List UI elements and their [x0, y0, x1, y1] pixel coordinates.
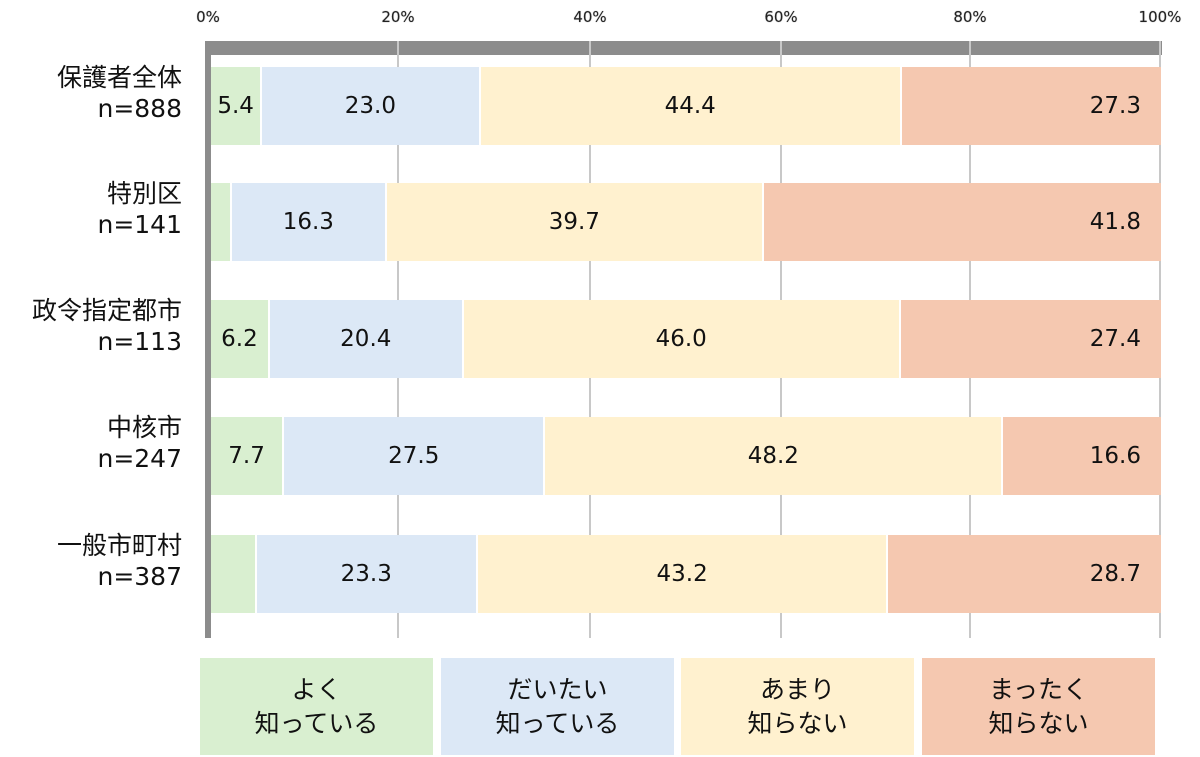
bar-segment: 39.7	[386, 183, 764, 261]
stacked-bar: 7.7 27.5 48.2 16.6	[211, 417, 1161, 495]
bar-segment: 28.7	[888, 535, 1161, 613]
legend-label-line1: あまり	[759, 674, 835, 704]
bar-segment: 43.2	[477, 535, 889, 613]
bar-segment: 16.6	[1003, 417, 1161, 495]
row-category: 一般市町村	[56, 531, 182, 560]
row-sample-size: n=387	[97, 562, 182, 591]
legend-label-line2: 知らない	[747, 708, 848, 738]
bar-segment: 16.3	[231, 183, 387, 261]
bar-segment: 7.7	[211, 417, 285, 495]
top-axis-line	[205, 41, 1162, 55]
legend-label-line1: まったく	[988, 674, 1088, 704]
bar-segment: 27.5	[284, 417, 546, 495]
legend-label-line2: 知らない	[988, 708, 1089, 738]
bar-segment	[211, 535, 257, 613]
x-tick-label: 60%	[764, 8, 798, 26]
x-tick-label: 80%	[953, 8, 987, 26]
row-category: 中核市	[106, 413, 182, 442]
row-sample-size: n=888	[97, 94, 182, 123]
legend-item: だいたい 知っている	[441, 658, 674, 755]
bar-segment: 23.3	[256, 535, 478, 613]
bar-segment: 23.0	[262, 67, 481, 145]
row-label: 一般市町村 n=387	[57, 530, 182, 592]
bar-segment: 48.2	[545, 417, 1004, 495]
legend-item: よく 知っている	[200, 658, 433, 755]
legend-item: あまり 知らない	[681, 658, 914, 755]
legend-label-line2: 知っている	[495, 708, 620, 738]
row-category: 政令指定都市	[31, 296, 182, 325]
bar-segment: 5.4	[211, 67, 263, 145]
row-sample-size: n=141	[97, 210, 182, 239]
bar-segment: 27.4	[900, 300, 1161, 378]
left-axis-line	[205, 41, 211, 638]
row-label: 特別区 n=141	[97, 178, 182, 240]
row-sample-size: n=113	[97, 327, 182, 356]
bar-segment: 41.8	[763, 183, 1161, 261]
legend-label-line2: 知っている	[254, 708, 379, 738]
legend-item: まったく 知らない	[922, 658, 1155, 755]
bar-segment: 46.0	[463, 300, 901, 378]
row-label: 中核市 n=247	[97, 412, 182, 474]
bar-segment: 6.2	[211, 300, 270, 378]
row-category: 保護者全体	[56, 63, 182, 92]
row-category: 特別区	[106, 179, 182, 208]
row-sample-size: n=247	[97, 444, 182, 473]
x-tick-label: 100%	[1138, 8, 1182, 26]
bar-segment: 27.3	[901, 67, 1161, 145]
x-tick-label: 0%	[196, 8, 220, 26]
legend-label-line1: だいたい	[507, 674, 608, 704]
stacked-bar: 23.3 43.2 28.7	[211, 535, 1161, 613]
stacked-bar: 5.4 23.0 44.4 27.3	[211, 67, 1161, 145]
stacked-bar: 6.2 20.4 46.0 27.4	[211, 300, 1161, 378]
bar-segment	[211, 183, 232, 261]
stacked-bar: 16.3 39.7 41.8	[211, 183, 1161, 261]
row-label: 保護者全体 n=888	[57, 62, 182, 124]
row-label: 政令指定都市 n=113	[32, 295, 182, 357]
x-tick-label: 40%	[573, 8, 607, 26]
legend-label-line1: よく	[291, 674, 342, 704]
x-tick-label: 20%	[381, 8, 415, 26]
bar-segment: 44.4	[480, 67, 902, 145]
bar-segment: 20.4	[269, 300, 464, 378]
